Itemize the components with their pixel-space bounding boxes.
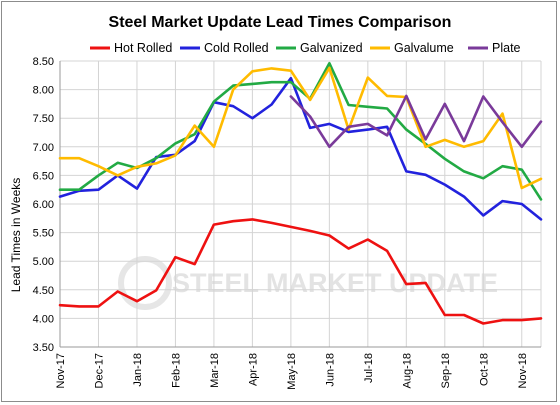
y-tick-label: 5.00 <box>33 256 54 268</box>
watermark-globe-icon <box>118 256 172 310</box>
y-axis-ticks: 3.50 4.00 4.50 5.00 5.50 6.00 6.50 7.00 7.50 8.00… <box>33 56 54 354</box>
x-tick-label: Aug-18 <box>401 353 413 388</box>
watermark-logo: STEEL MARKET UPDATE <box>118 256 498 310</box>
x-tick-label: Sep-18 <box>440 353 452 388</box>
x-tick-label: Nov-18 <box>517 353 529 388</box>
watermark-text: STEEL MARKET UPDATE <box>172 268 498 298</box>
y-axis-label: Lead Times in Weeks <box>9 178 23 293</box>
y-tick-label: 8.50 <box>33 56 54 68</box>
series-line-cold-rolled <box>58 76 543 221</box>
legend: Hot Rolled Cold Rolled Galvanized Galvalume… <box>90 41 521 55</box>
x-tick-label: Dec-17 <box>93 353 105 388</box>
x-axis-ticks: Nov-17 Dec-17 Jan-18 Feb-18 Mar-18 Apr-18 May-… <box>55 353 529 390</box>
y-tick-label: 4.50 <box>33 285 54 297</box>
x-tick-label: Mar-18 <box>209 353 221 388</box>
legend-label: Galvalume <box>394 41 454 55</box>
y-tick-label: 6.50 <box>33 170 54 182</box>
x-tick-label: Nov-17 <box>55 353 67 388</box>
y-tick-label: 5.50 <box>33 228 54 240</box>
series-line-galvalume <box>58 66 543 190</box>
series-line-hot-rolled <box>58 218 543 325</box>
x-tick-label: Jul-18 <box>363 353 375 383</box>
x-tick-label: Jan-18 <box>132 353 144 387</box>
legend-label: Galvanized <box>300 41 363 55</box>
x-tick-label: Jun-18 <box>324 353 336 387</box>
legend-label: Hot Rolled <box>114 41 172 55</box>
y-tick-label: 4.00 <box>33 313 54 325</box>
legend-label: Cold Rolled <box>204 41 269 55</box>
y-tick-label: 6.00 <box>33 199 54 211</box>
x-tick-label: Oct-18 <box>478 353 490 386</box>
y-tick-label: 3.50 <box>33 342 54 354</box>
legend-label: Plate <box>492 41 521 55</box>
y-tick-label: 7.50 <box>33 113 54 125</box>
series-line-plate <box>289 94 543 149</box>
y-tick-label: 8.00 <box>33 85 54 97</box>
x-tick-label: May-18 <box>286 353 298 390</box>
x-tick-label: Apr-18 <box>247 353 259 386</box>
x-tick-label: Feb-18 <box>170 353 182 388</box>
series-lines <box>58 62 543 325</box>
y-tick-label: 7.00 <box>33 142 54 154</box>
chart-title: Steel Market Update Lead Times Compariso… <box>109 14 452 31</box>
